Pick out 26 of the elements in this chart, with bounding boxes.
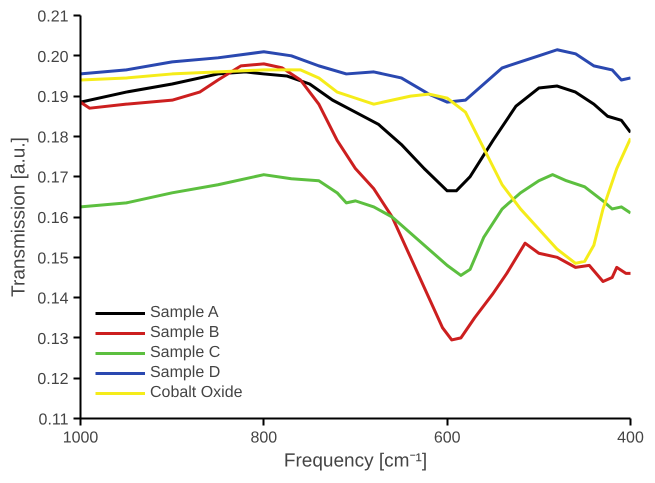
legend-label: Sample A xyxy=(150,304,218,322)
x-tick-label: 800 xyxy=(250,430,278,446)
legend-label: Sample B xyxy=(150,324,220,342)
x-axis-title: Frequency [cm⁻¹] xyxy=(284,450,428,472)
y-tick-label: 0.11 xyxy=(38,412,69,428)
y-tick-label: 0.12 xyxy=(37,371,69,388)
line-series xyxy=(80,48,630,104)
x-tick-label: 400 xyxy=(617,430,644,446)
x-tick-label: 600 xyxy=(434,430,461,446)
x-tick-label: 1000 xyxy=(62,430,98,446)
line-series xyxy=(80,173,630,277)
y-tick-label: 0.16 xyxy=(37,210,69,227)
legend-label: Sample C xyxy=(150,344,220,362)
y-tick-label: 0.13 xyxy=(37,330,69,348)
y-tick-label: 0.14 xyxy=(37,290,69,308)
y-tick-label: 0.18 xyxy=(37,129,69,146)
line-series xyxy=(80,62,630,342)
y-tick-label: 0.21 xyxy=(37,8,69,26)
y-tick-label: 0.20 xyxy=(37,48,69,66)
legend-label: Sample D xyxy=(150,364,220,382)
y-axis-title: Transmission [a.u.] xyxy=(8,137,30,297)
y-tick-label: 0.19 xyxy=(37,89,69,106)
legend-label: Cobalt Oxide xyxy=(150,384,242,402)
y-tick-label: 0.17 xyxy=(37,170,69,187)
y-tick-label: 0.15 xyxy=(37,250,69,268)
line-series xyxy=(80,68,630,265)
